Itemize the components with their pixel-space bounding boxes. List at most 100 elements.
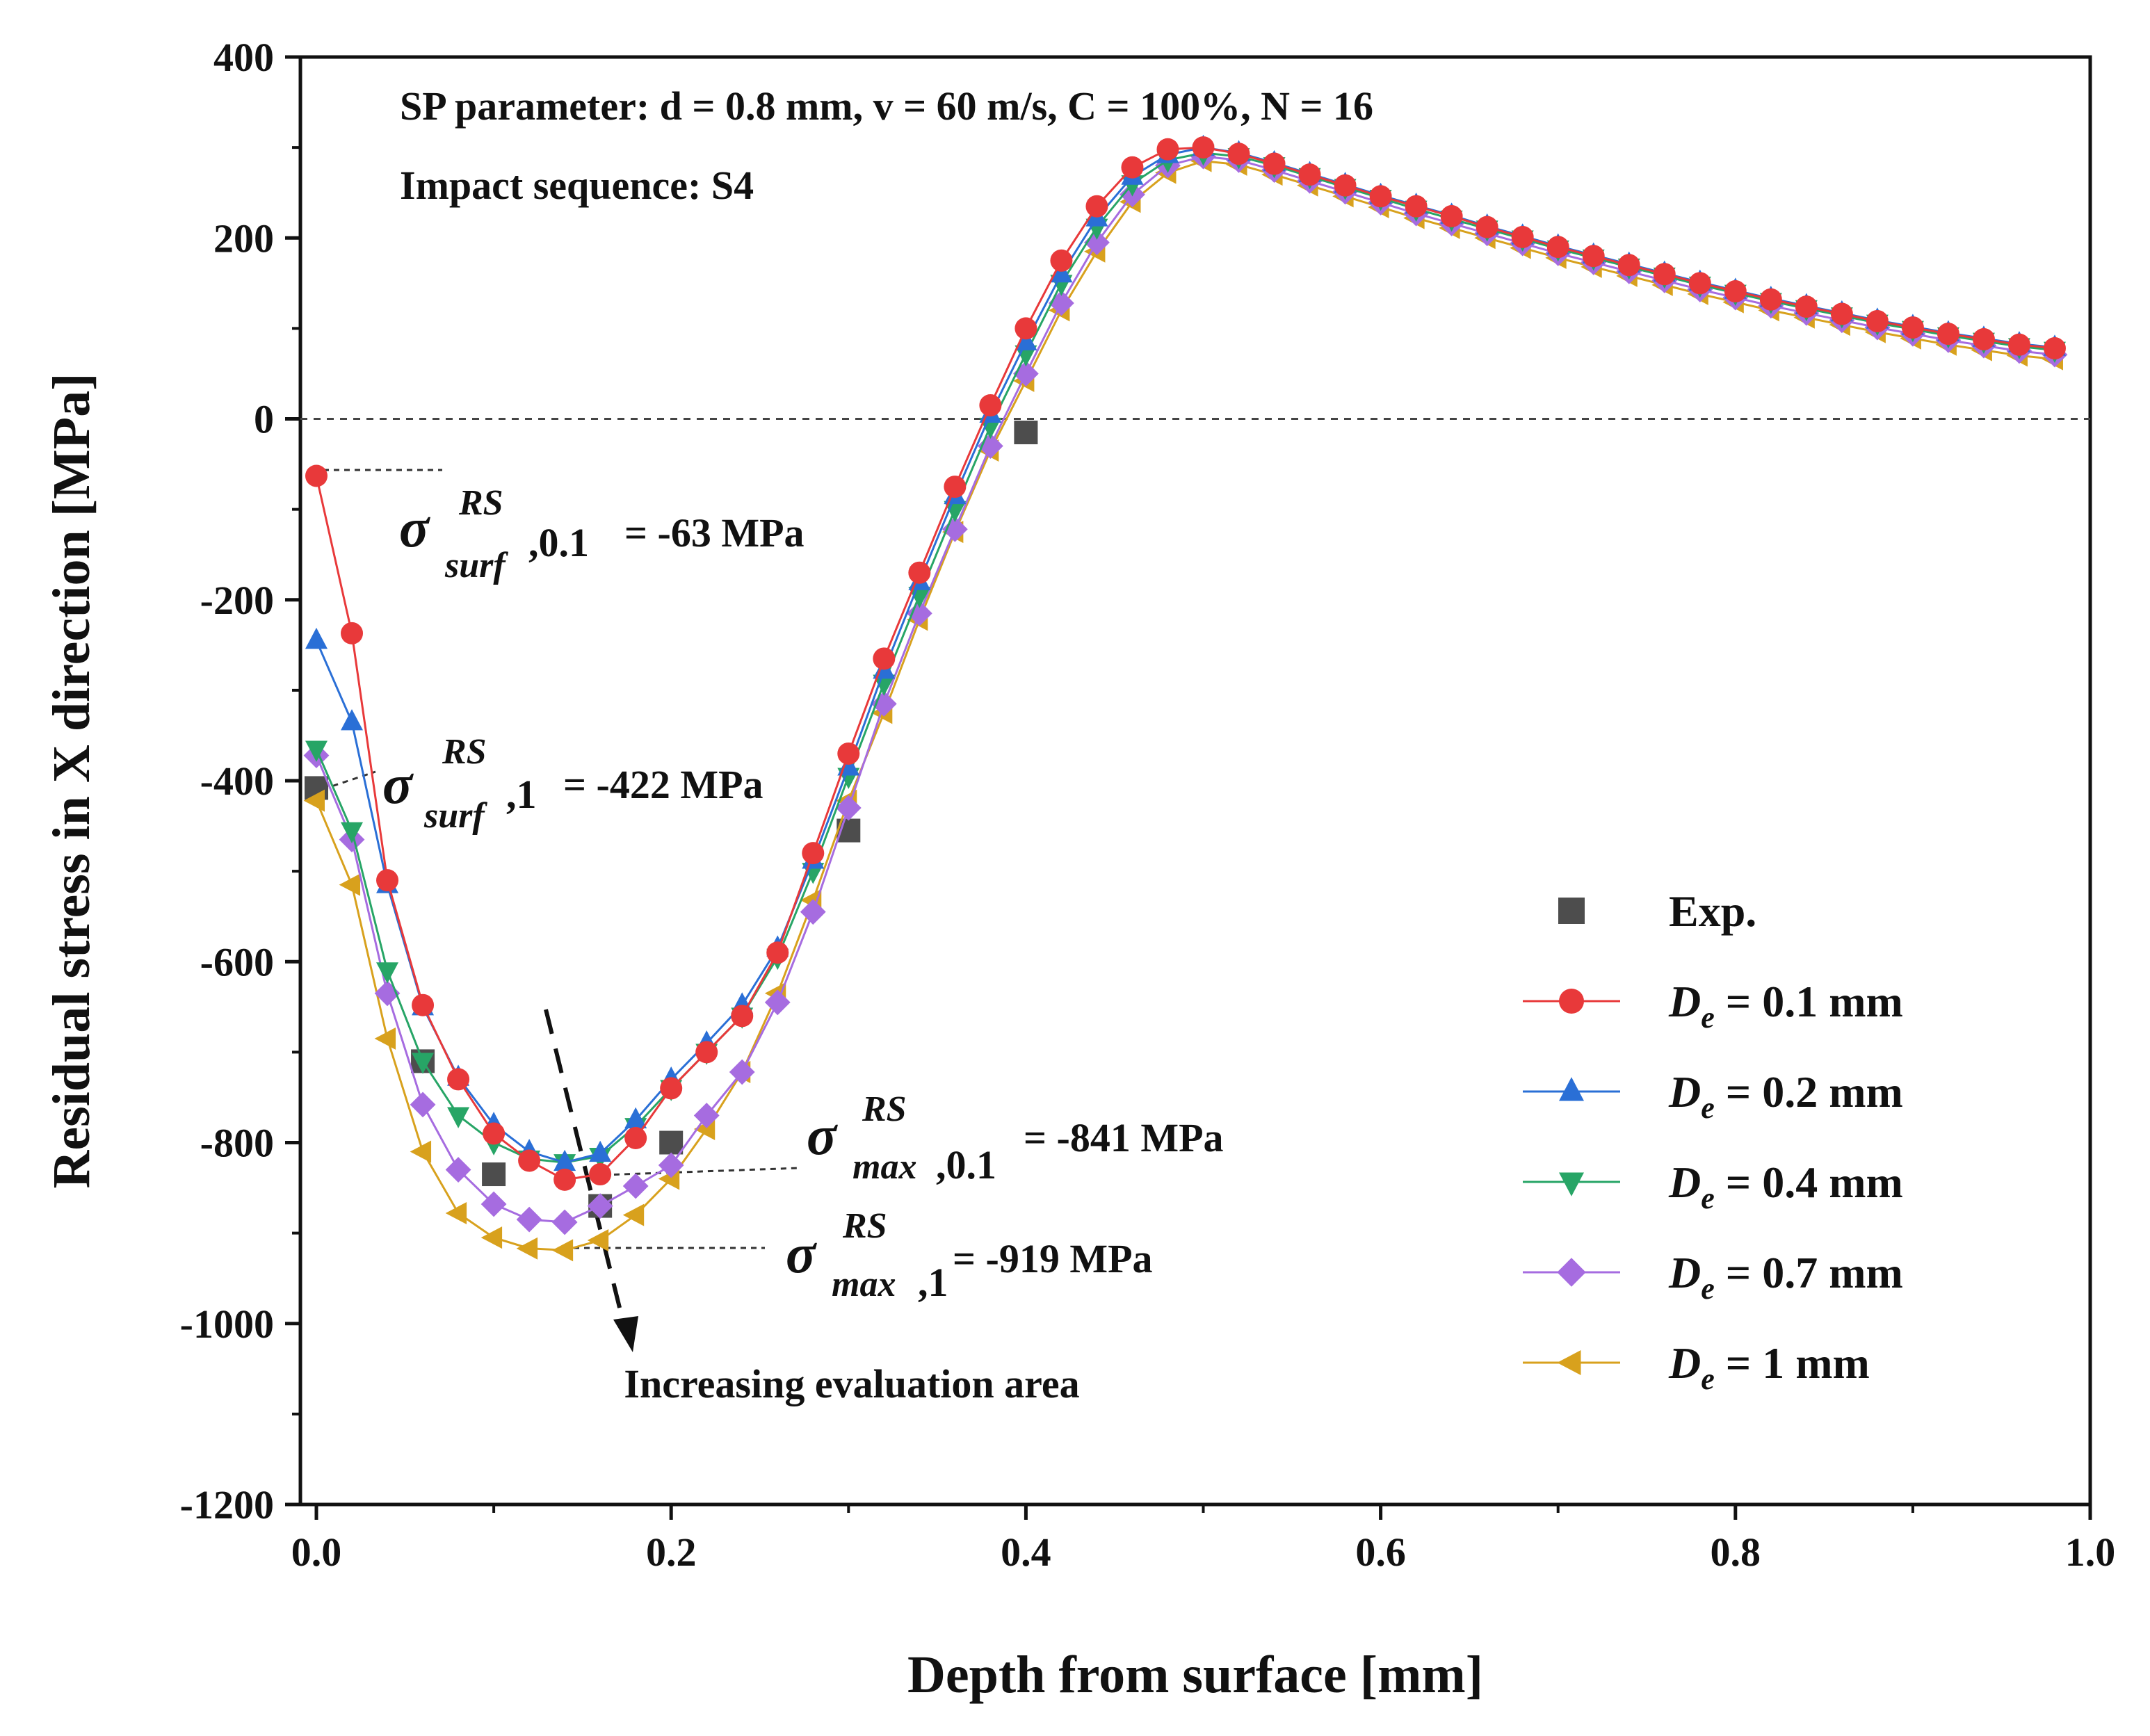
data-point [480,1191,507,1217]
annotation-subscript-index: ,0.1 [528,520,589,565]
data-point [659,1130,684,1155]
data-point [731,1005,754,1028]
data-point [445,1201,467,1224]
sp-parameter-text: SP parameter: d = 0.8 mm, v = 60 m/s, C … [400,83,1373,129]
series-de-0-1-mm [305,136,2066,1191]
data-point [1724,280,1747,303]
data-point [1972,327,1995,350]
data-point [1617,254,1640,277]
annotation-subscript-index: ,1 [506,772,537,817]
legend-label: De = 0.2 mm [1668,1067,1903,1125]
data-point [1688,272,1711,295]
data-point [802,842,825,865]
data-point [1013,361,1039,387]
legend-marker [1557,1258,1586,1287]
x-tick-label: 0.4 [1001,1530,1051,1575]
data-point [1476,216,1498,238]
annotation-superscript: RS [842,1206,887,1246]
data-point [589,1140,612,1162]
y-tick-label: -1200 [180,1482,274,1527]
data-point [837,742,860,765]
annotation-superscript: RS [442,732,487,772]
data-point [622,1203,645,1226]
sigma-symbol: σ [399,498,430,559]
annotation-superscript: RS [458,483,503,523]
data-point [1511,225,1534,248]
arrow-head [613,1316,638,1352]
y-tick-label: -400 [200,759,274,804]
data-point [908,587,931,608]
data-point [376,869,399,892]
data-point [518,1149,541,1172]
legend-item: De = 0.4 mm [1523,1158,1903,1215]
data-point [305,740,328,762]
data-point [341,622,364,644]
data-point [1227,143,1250,165]
data-point [906,600,932,626]
data-point [977,433,1003,459]
data-point [587,1229,609,1252]
data-point [729,1059,755,1085]
data-point [1015,317,1037,340]
annotation-superscript: RS [862,1089,907,1129]
y-tick-label: 400 [213,35,274,80]
data-point [516,1206,542,1233]
annotation-subscript-index: ,1 [918,1260,948,1305]
axis-ticks [285,55,2092,1520]
legend-label: De = 0.7 mm [1668,1248,1903,1306]
data-point [551,1239,574,1262]
x-tick-label: 0.0 [291,1530,342,1575]
legend-marker [1557,1350,1581,1375]
y-tick-label: -200 [200,578,274,623]
data-point [339,873,361,896]
sigma-symbol: σ [786,1224,817,1285]
data-point [1901,316,1924,339]
data-point [1546,236,1569,259]
data-point [1121,156,1144,179]
data-point [658,1152,684,1178]
data-point [412,1053,435,1074]
arrow-label: Increasing evaluation area [624,1361,1079,1406]
annotation-subscript: surf [423,796,487,836]
data-point [693,1103,720,1128]
data-point [2007,333,2030,356]
legend-marker [1559,1077,1584,1101]
data-point [624,1126,647,1149]
data-point [1192,136,1215,159]
data-point [587,1193,613,1219]
y-tick-label: -1000 [180,1301,274,1347]
data-point [1015,329,1037,350]
data-point [766,941,789,964]
data-point [410,1092,436,1118]
data-point [589,1163,612,1186]
data-point [1050,249,1073,272]
annotation-max-01: σ RS max ,0.1 = -841 MPa [807,1089,1224,1187]
data-point [908,561,931,584]
legend-label: Exp. [1669,886,1756,936]
y-axis-title: Residual stress in X direction [MPa] [42,373,101,1188]
data-point [871,690,897,717]
legend-item: Exp. [1558,886,1756,936]
data-point [1653,263,1676,286]
annotation-max-1: σ RS max ,1 = -919 MPa [786,1206,1153,1305]
data-point [660,1077,683,1100]
legend-item: De = 0.2 mm [1523,1067,1903,1125]
x-tick-label: 0.2 [646,1530,697,1575]
annotation-subscript: max [832,1265,896,1304]
data-point [1830,302,1853,325]
data-point [1582,245,1605,268]
x-tick-label: 0.8 [1711,1530,1761,1575]
data-point [800,899,826,925]
annotation-subscript: surf [444,546,508,585]
annotation-surf-01: σ RS surf ,0.1 = -63 MPa [399,483,805,585]
data-point [944,476,967,498]
data-point [1298,163,1321,186]
data-point [376,962,399,984]
data-point [553,1149,576,1171]
legend-marker [1559,1172,1584,1196]
impact-sequence-text: Impact sequence: S4 [400,163,754,208]
data-point [553,1168,576,1191]
legend-marker [1558,898,1585,924]
annotation-surf-1: σ RS surf ,1 = -422 MPa [382,732,763,836]
